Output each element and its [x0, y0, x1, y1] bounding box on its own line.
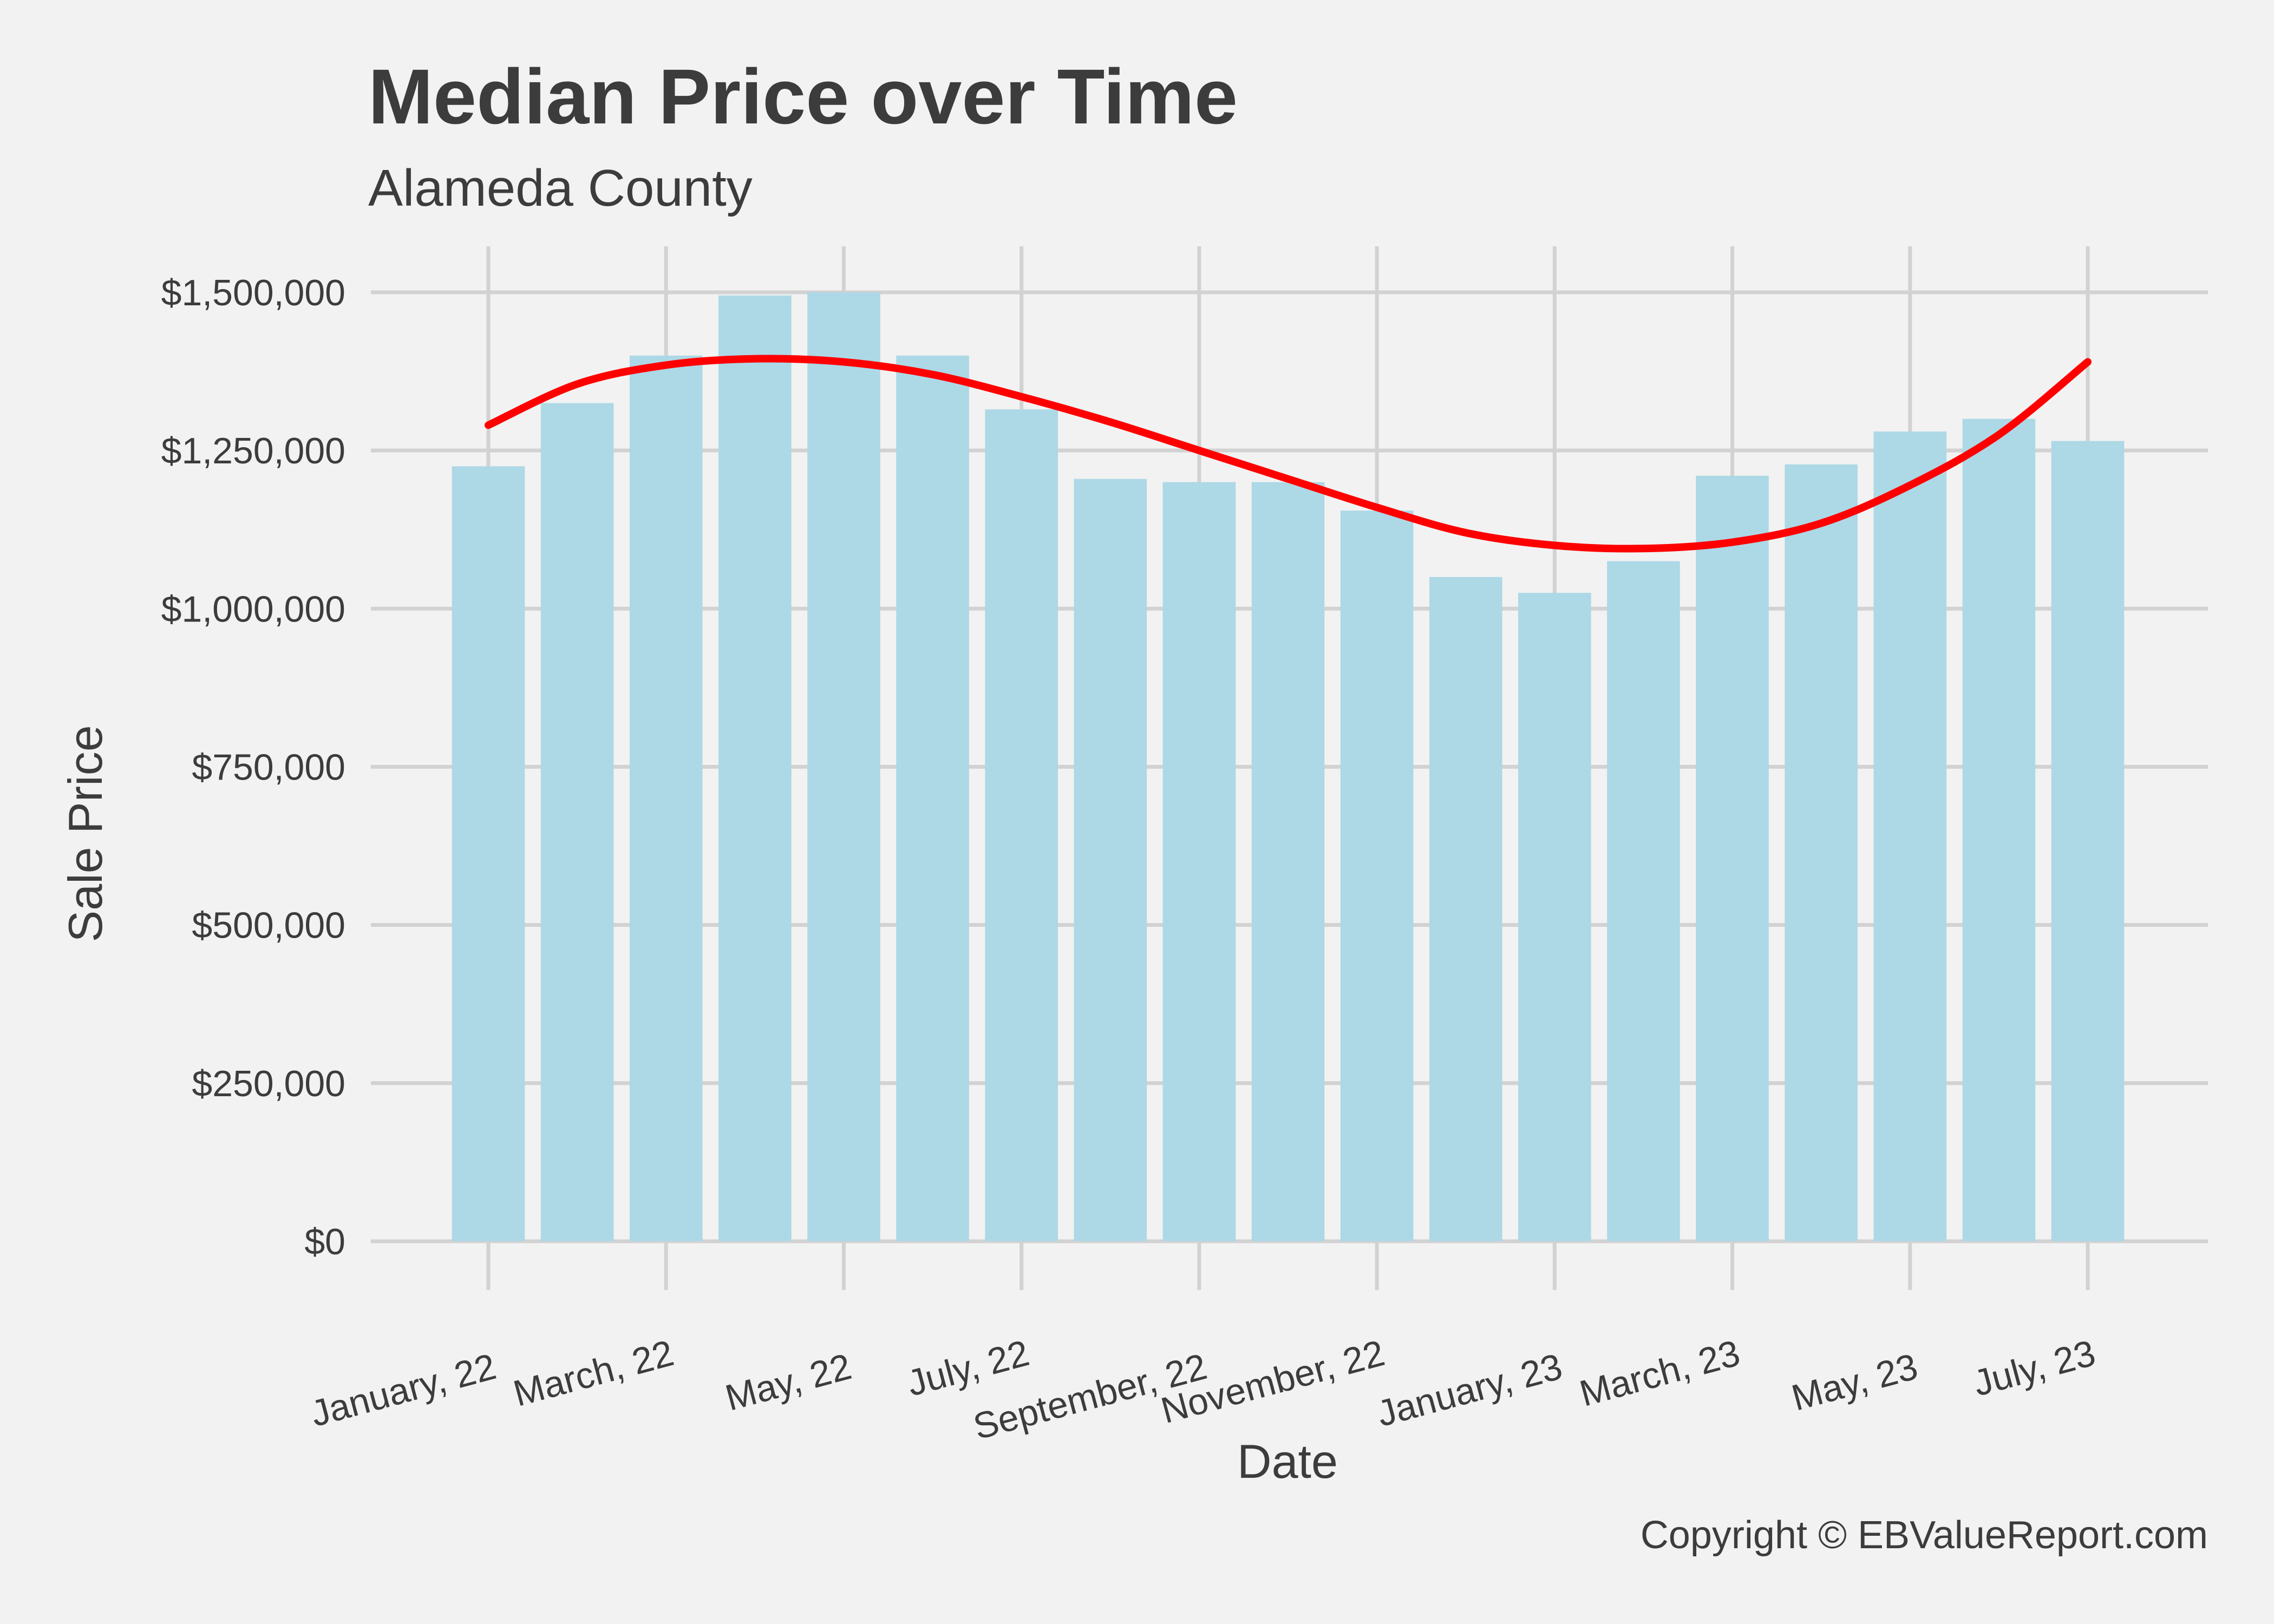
y-tick-label: $250,000 — [192, 1063, 345, 1104]
bar — [452, 466, 525, 1242]
y-tick-label: $1,000,000 — [161, 588, 345, 630]
y-tick-label: $1,500,000 — [161, 272, 345, 313]
x-tick-label: May, 23 — [1787, 1346, 1922, 1419]
bar — [1785, 464, 1858, 1241]
bar — [1429, 577, 1502, 1241]
bar — [1873, 431, 1947, 1241]
bar — [718, 295, 792, 1242]
chart-title: Median Price over Time — [368, 53, 1238, 140]
x-axis-ticks: January, 22 March, 22 May, 22 July, 22Septe… — [306, 1332, 2100, 1448]
x-axis-title: Date — [1237, 1435, 1338, 1488]
bar — [2051, 441, 2125, 1241]
x-tick-label: January, 22 — [306, 1346, 500, 1435]
x-tick-label: January, 23 — [1373, 1346, 1566, 1435]
y-tick-label: $0 — [304, 1221, 345, 1262]
chart-subtitle: Alameda County — [368, 159, 753, 217]
y-tick-label: $1,250,000 — [161, 430, 345, 472]
bar — [629, 355, 703, 1241]
x-tick-label: May, 22 — [721, 1346, 855, 1419]
bar — [1607, 561, 1680, 1241]
bar — [985, 409, 1058, 1241]
y-axis-title: Sale Price — [58, 725, 112, 942]
y-tick-label: $750,000 — [192, 747, 345, 788]
y-tick-label: $500,000 — [192, 905, 345, 946]
bar — [807, 292, 880, 1241]
x-tick-label: July, 22 — [903, 1332, 1033, 1404]
x-tick-label: July, 23 — [1969, 1332, 2100, 1404]
bar — [896, 355, 969, 1241]
bar — [540, 403, 614, 1242]
smooth-trend-line — [485, 355, 2092, 553]
bar — [1251, 482, 1325, 1241]
y-axis-ticks: $0 $250,000 $500,000 $750,000 $1,000,000 $1,2… — [161, 272, 345, 1262]
bars — [452, 292, 2125, 1242]
bar — [1074, 479, 1147, 1242]
x-tick-label: November, 22 — [1156, 1332, 1389, 1431]
bar — [1962, 418, 2036, 1241]
bar — [1696, 475, 1769, 1241]
copyright-caption: Copyright © EBValueReport.com — [1641, 1514, 2208, 1557]
bar — [1340, 510, 1414, 1242]
bar — [1518, 593, 1591, 1241]
bar — [1162, 482, 1236, 1241]
x-tick-label: March, 22 — [509, 1332, 678, 1415]
x-tick-label: March, 23 — [1576, 1332, 1744, 1415]
